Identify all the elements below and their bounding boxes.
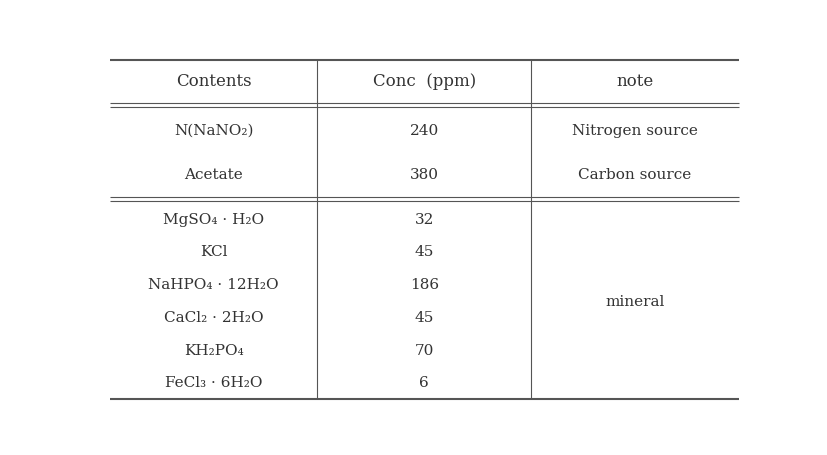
Text: 240: 240 — [409, 124, 438, 138]
Text: Nitrogen source: Nitrogen source — [571, 124, 697, 138]
Text: 45: 45 — [414, 310, 433, 324]
Text: 380: 380 — [409, 168, 438, 182]
Text: Carbon source: Carbon source — [578, 168, 691, 182]
Text: Conc  (ppm): Conc (ppm) — [372, 73, 476, 90]
Text: KH₂PO₄: KH₂PO₄ — [184, 343, 243, 357]
Text: 32: 32 — [414, 212, 433, 226]
Text: mineral: mineral — [605, 294, 664, 308]
Text: note: note — [615, 73, 653, 90]
Text: FeCl₃ · 6H₂O: FeCl₃ · 6H₂O — [165, 375, 262, 389]
Text: N(NaNO₂): N(NaNO₂) — [174, 124, 253, 138]
Text: Acetate: Acetate — [184, 168, 243, 182]
Text: 186: 186 — [409, 278, 438, 292]
Text: 45: 45 — [414, 245, 433, 259]
Text: Contents: Contents — [175, 73, 251, 90]
Text: NaHPO₄ · 12H₂O: NaHPO₄ · 12H₂O — [148, 278, 279, 292]
Text: 6: 6 — [419, 375, 428, 389]
Text: KCl: KCl — [199, 245, 227, 259]
Text: MgSO₄ · H₂O: MgSO₄ · H₂O — [163, 212, 264, 226]
Text: CaCl₂ · 2H₂O: CaCl₂ · 2H₂O — [164, 310, 263, 324]
Text: 70: 70 — [414, 343, 433, 357]
